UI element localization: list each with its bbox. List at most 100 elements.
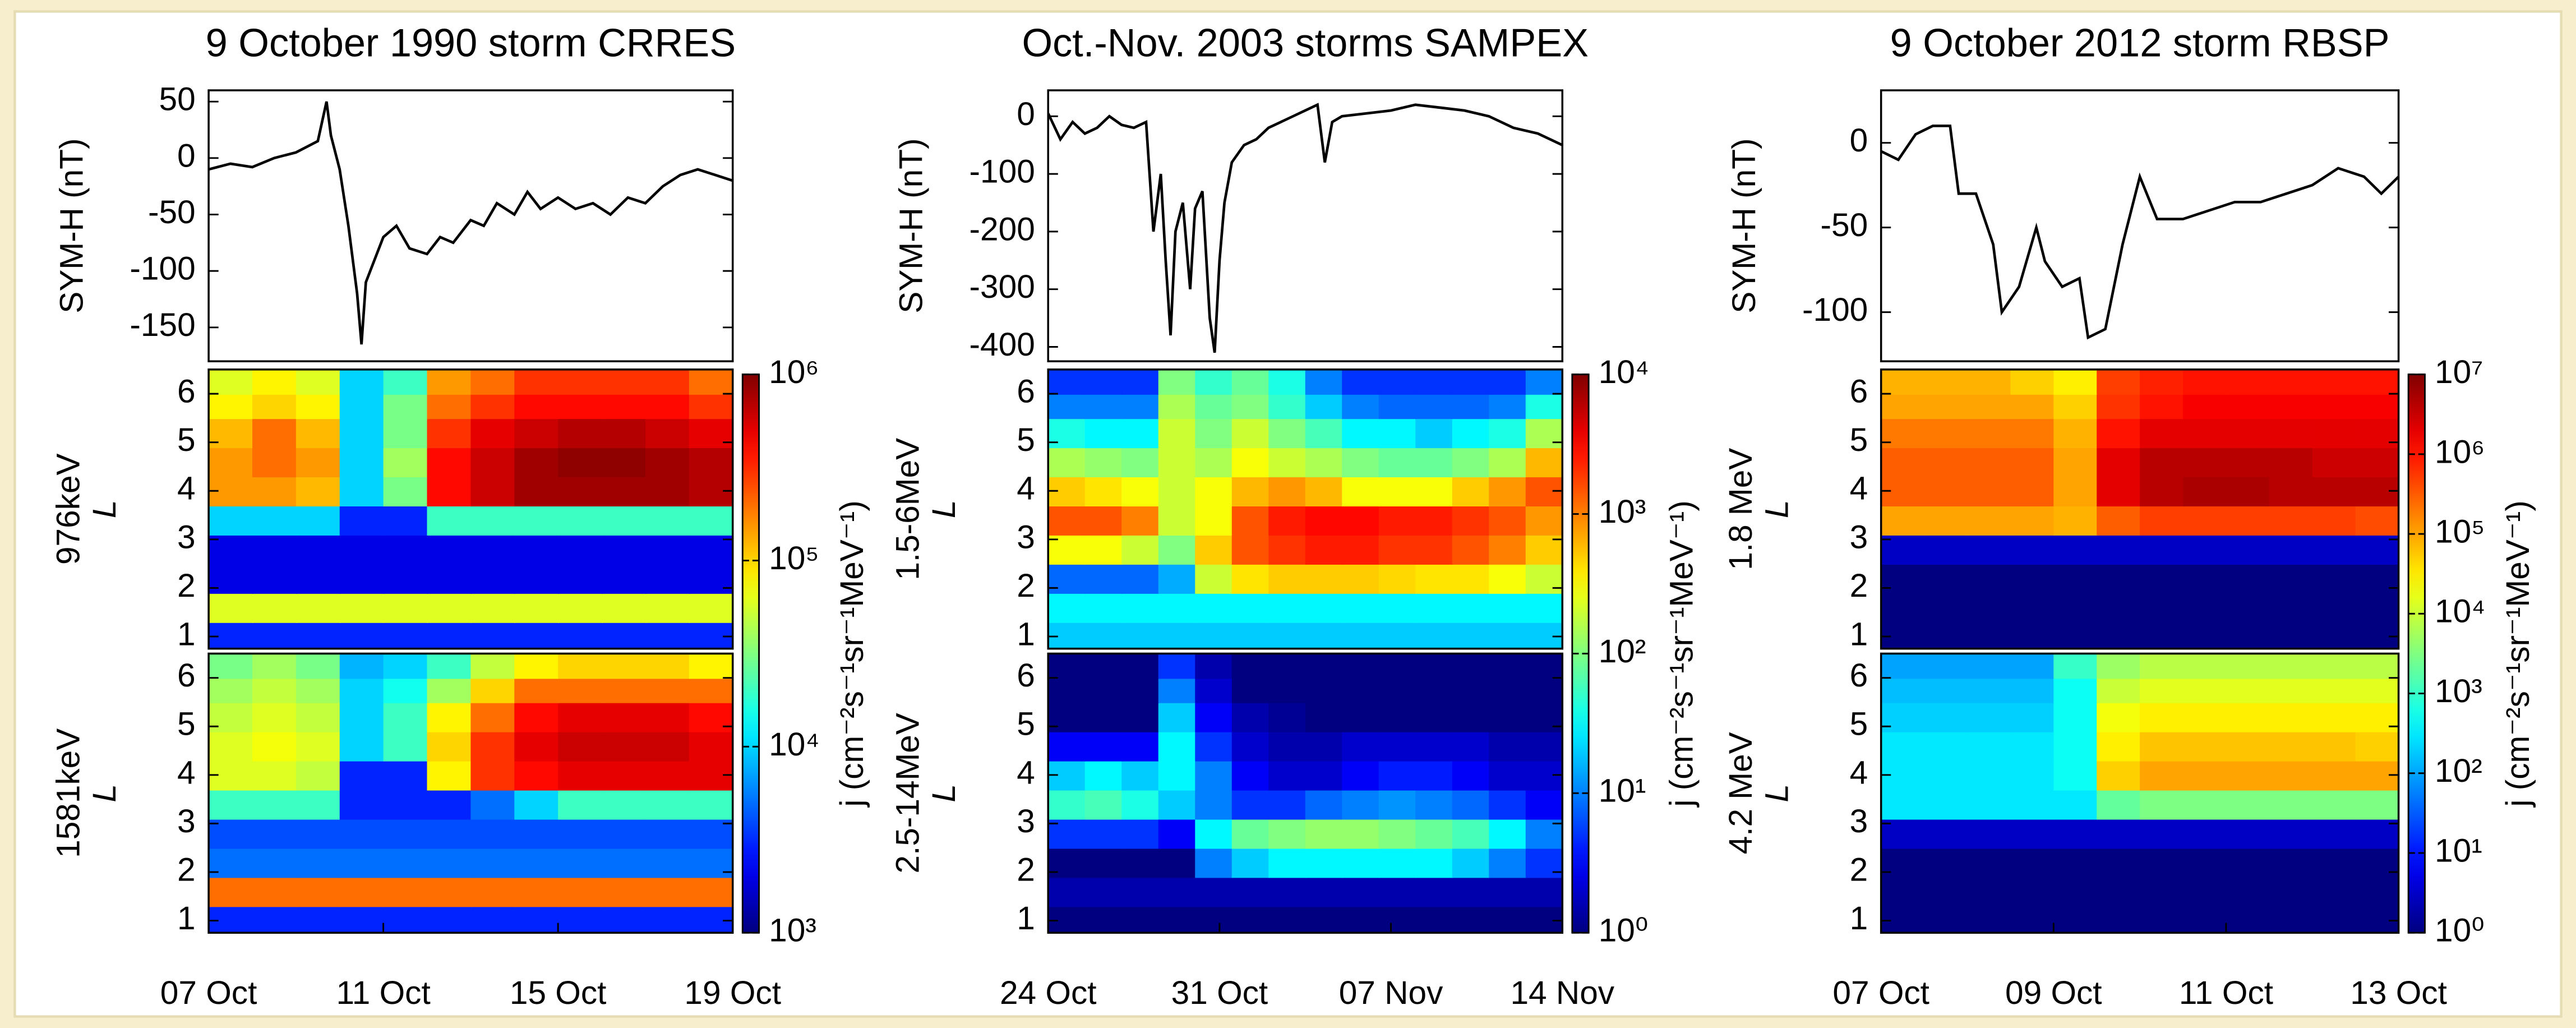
heatmap-cell [252,653,297,679]
heatmap-cell [1121,818,1160,849]
heatmap-cell [645,702,690,732]
heatmap-cell [1415,906,1453,933]
heatmap-cell [1084,789,1123,820]
heatmap-cell [558,593,603,623]
plot-frame [1047,652,1564,934]
heatmap-cell [1048,447,1086,478]
heatmap-cell [2183,447,2227,478]
heatmap-cell [2355,702,2399,732]
heatmap-cell [1489,760,1527,791]
y-tick-label: 4 [177,754,196,791]
heatmap-cell [2226,702,2270,732]
heatmap-cell [2269,702,2314,732]
heatmap [1881,369,2399,649]
heatmap-cell [1452,447,1490,478]
y-tick-label: -50 [148,194,196,231]
heatmap-cell [1048,418,1086,449]
heatmap-cell [2183,653,2227,679]
heatmap [1048,653,1563,933]
heatmap-cell [1268,534,1307,565]
heatmap-cell [1489,593,1527,623]
heatmap-cell [1195,447,1233,478]
heatmap-cell [1452,760,1490,791]
plot-frame [1047,89,1564,362]
heatmap-cell [252,564,297,594]
heatmap-cell [1342,564,1380,594]
heatmap-cell [2053,818,2098,849]
heatmap-cell [252,818,297,849]
heatmap-cell [383,418,428,449]
heatmap-cell [1158,760,1197,791]
heatmap-cell [645,906,690,933]
y-tick-label: 1 [1017,616,1035,652]
heatmap-cell [1924,760,1969,791]
heatmap-cell [2053,505,2098,536]
heatmap-cell [1268,847,1307,878]
heatmap-cell [470,906,516,933]
y-tick-label: 6 [1017,657,1035,694]
heatmap-cell [1195,476,1233,506]
heatmap-cell [296,394,341,420]
heatmap-cell [1048,906,1086,933]
heatmap-cell [689,789,733,820]
heatmap-cell [1048,847,1086,878]
heatmap-cell [2010,906,2055,933]
heatmap-cell [602,906,647,933]
heatmap-cell [1084,906,1123,933]
heatmap-cell [1084,418,1123,449]
heatmap-cell [602,677,647,703]
heatmap-cell [1525,369,1563,395]
heatmap-cell [2183,505,2227,536]
heatmap-cell [2355,731,2399,762]
y-tick-label: -400 [970,326,1035,363]
heatmap-cell [2097,418,2141,449]
heatmap-cell [383,906,428,933]
heatmap-cell [1967,702,2012,732]
heatmap-cell [2226,818,2270,849]
y-tick-label: 2 [1017,568,1035,604]
heatmap-cell [296,505,341,536]
heatmap-cell [1305,621,1344,649]
heatmap-cell [558,621,603,649]
y-tick-label: 5 [1850,422,1868,458]
colorbar-tick-label: 10⁵ [2435,514,2485,550]
colorbar-tick-label: 10³ [1599,494,1646,530]
heatmap-cell [1121,447,1160,478]
y-tick-label: 5 [177,422,196,458]
y-axis-label: L [926,784,962,803]
heatmap-cell [1525,564,1563,594]
heatmap-cell [296,653,341,679]
heatmap-cell [1489,677,1527,703]
heatmap-cell [2312,877,2357,907]
heatmap-cell [1452,394,1490,420]
heatmap-cell [339,418,385,449]
heatmap-cell [1378,621,1417,649]
colorbar-tick-label: 10³ [2435,673,2482,709]
heatmap-cell [2010,564,2055,594]
heatmap-cell [2312,653,2357,679]
heatmap-cell [383,731,428,762]
heatmap-cell [558,731,603,762]
heatmap-cell [1415,534,1453,565]
heatmap-cell [209,906,253,933]
heatmap-cell [1378,677,1417,703]
heatmap-cell [1305,877,1344,907]
heatmap-cell [1378,653,1417,679]
heatmap-cell [2097,677,2141,703]
heatmap-cell [2010,476,2055,506]
y-tick-label: 3 [1850,519,1868,555]
heatmap-cell [1158,847,1197,878]
heatmap-cell [1268,760,1307,791]
heatmap-cell [1415,877,1453,907]
heatmap-cell [1195,369,1233,395]
heatmap-cell [1924,476,1969,506]
energy-label: 4.2 MeV [1723,732,1759,854]
heatmap-cell [383,369,428,395]
heatmap-cell [1415,621,1453,649]
heatmap-cell [209,677,253,703]
heatmap-cell [2355,505,2399,536]
heatmap-cell [1452,702,1490,732]
energy-label: 1.8 MeV [1723,448,1759,570]
heatmap-cell [645,564,690,594]
heatmap-cell [1231,394,1270,420]
